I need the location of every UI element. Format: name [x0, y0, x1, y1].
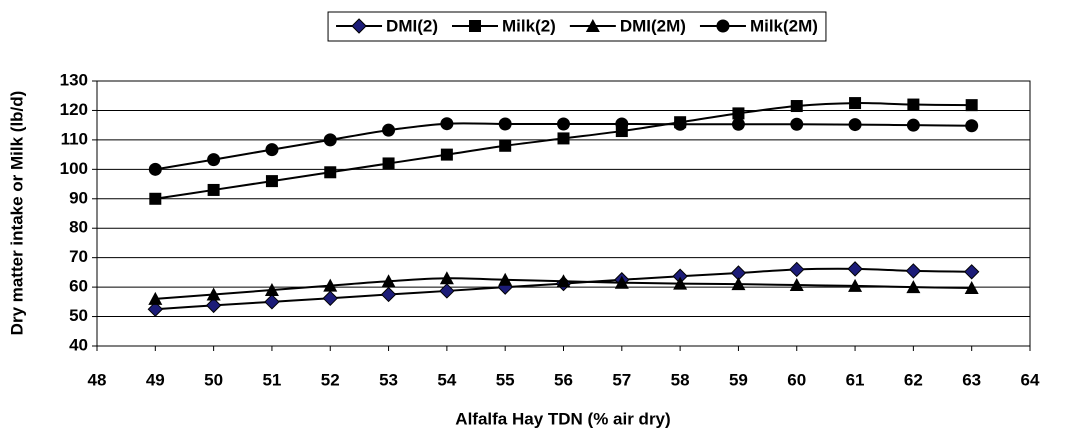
marker [789, 278, 804, 292]
marker [264, 294, 280, 310]
marker [323, 133, 337, 147]
plot-frame [96, 80, 1031, 347]
x-tick-label: 50 [204, 370, 223, 389]
legend-label: Milk(2) [502, 16, 556, 35]
marker [265, 143, 279, 157]
marker [556, 274, 571, 288]
marker [731, 117, 745, 131]
y-tick-label: 50 [69, 306, 88, 325]
marker [148, 291, 163, 305]
marker [614, 275, 629, 289]
y-tick-label: 130 [60, 70, 88, 89]
marker [207, 183, 220, 196]
marker [440, 148, 453, 161]
marker [790, 100, 803, 113]
marker [964, 280, 979, 294]
x-tick-label: 57 [612, 370, 631, 389]
marker [615, 117, 629, 131]
marker [323, 278, 338, 292]
marker [847, 261, 863, 277]
x-tick-label: 52 [321, 370, 340, 389]
marker [848, 278, 863, 292]
legend-label: Milk(2M) [750, 16, 818, 35]
y-tick-label: 100 [60, 159, 88, 178]
marker [790, 117, 804, 131]
marker [906, 280, 921, 294]
marker [732, 107, 745, 120]
x-tick-label: 63 [962, 370, 981, 389]
x-tick-label: 62 [904, 370, 923, 389]
y-tick-label: 120 [60, 100, 88, 119]
marker [498, 272, 513, 286]
x-tick-label: 54 [437, 370, 456, 389]
y-tick-label: 40 [69, 335, 88, 354]
marker [147, 301, 164, 317]
legend-label: DMI(2M) [620, 16, 686, 35]
marker [469, 20, 481, 32]
y-axis-title: Dry matter intake or Milk (lb/d) [7, 91, 26, 336]
x-tick-label: 55 [496, 370, 515, 389]
marker [439, 271, 454, 285]
marker [206, 287, 221, 301]
marker [382, 157, 395, 170]
legend-label: DMI(2) [386, 16, 438, 35]
y-tick-label: 110 [61, 129, 88, 148]
x-tick-label: 53 [379, 370, 398, 389]
marker [380, 286, 397, 303]
marker [731, 277, 746, 291]
marker [963, 264, 980, 280]
x-tick-label: 48 [88, 370, 107, 389]
marker [382, 123, 396, 137]
marker [965, 99, 978, 112]
marker [498, 117, 512, 131]
y-tick-label: 80 [69, 218, 88, 237]
marker [324, 166, 337, 179]
x-tick-label: 64 [1021, 370, 1040, 389]
marker [264, 283, 279, 297]
marker [265, 175, 278, 188]
marker [440, 117, 454, 131]
marker [905, 263, 922, 279]
marker [906, 118, 920, 132]
marker [848, 118, 862, 132]
marker [673, 117, 687, 131]
marker [585, 19, 600, 32]
x-tick-label: 60 [787, 370, 806, 389]
marker [907, 98, 920, 111]
x-tick-label: 51 [262, 370, 281, 389]
marker [499, 139, 512, 152]
marker [557, 117, 570, 131]
x-tick-label: 58 [671, 370, 690, 389]
marker [673, 276, 688, 290]
marker [849, 97, 862, 110]
marker [716, 19, 730, 33]
marker [351, 18, 367, 34]
y-tick-label: 90 [69, 188, 88, 207]
marker [965, 119, 979, 133]
x-tick-label: 56 [554, 370, 573, 389]
x-tick-label: 61 [846, 370, 865, 389]
marker [557, 132, 570, 145]
marker [207, 153, 221, 167]
x-axis-title: Alfalfa Hay TDN (% air dry) [455, 409, 670, 428]
x-tick-label: 49 [146, 370, 165, 389]
x-tick-label: 59 [729, 370, 748, 389]
marker [205, 297, 222, 314]
y-tick-label: 70 [69, 247, 88, 266]
marker [148, 162, 162, 176]
marker [322, 290, 338, 307]
marker [439, 283, 455, 299]
y-tick-label: 60 [69, 277, 88, 296]
marker [149, 192, 162, 205]
legend: DMI(2) Milk(2) DMI(2M) Milk(2M) [327, 11, 827, 42]
marker [789, 261, 805, 278]
marker [381, 274, 396, 288]
